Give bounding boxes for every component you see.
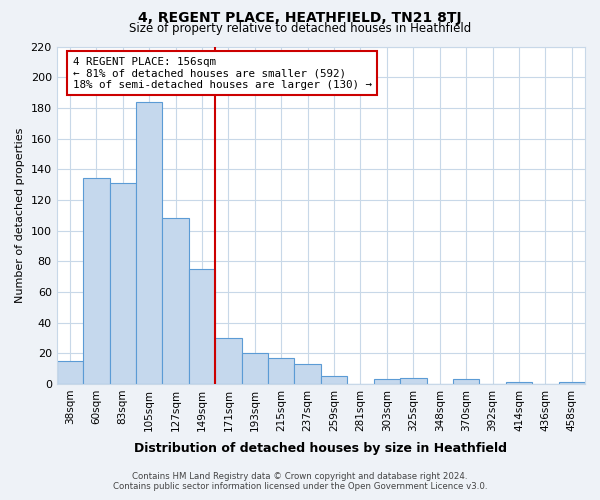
Text: 4 REGENT PLACE: 156sqm
← 81% of detached houses are smaller (592)
18% of semi-de: 4 REGENT PLACE: 156sqm ← 81% of detached… — [73, 56, 371, 90]
Bar — [163, 218, 189, 384]
Bar — [321, 376, 347, 384]
Bar — [56, 361, 83, 384]
Bar — [215, 338, 242, 384]
Text: Size of property relative to detached houses in Heathfield: Size of property relative to detached ho… — [129, 22, 471, 35]
Y-axis label: Number of detached properties: Number of detached properties — [15, 128, 25, 303]
Bar — [268, 358, 295, 384]
X-axis label: Distribution of detached houses by size in Heathfield: Distribution of detached houses by size … — [134, 442, 508, 455]
Bar — [83, 178, 110, 384]
Text: Contains HM Land Registry data © Crown copyright and database right 2024.
Contai: Contains HM Land Registry data © Crown c… — [113, 472, 487, 491]
Text: 4, REGENT PLACE, HEATHFIELD, TN21 8TJ: 4, REGENT PLACE, HEATHFIELD, TN21 8TJ — [138, 11, 462, 25]
Bar — [136, 102, 163, 384]
Bar — [453, 380, 479, 384]
Bar — [506, 382, 532, 384]
Bar — [374, 380, 400, 384]
Bar — [189, 269, 215, 384]
Bar — [559, 382, 585, 384]
Bar — [295, 364, 321, 384]
Bar — [110, 183, 136, 384]
Bar — [242, 353, 268, 384]
Bar — [400, 378, 427, 384]
